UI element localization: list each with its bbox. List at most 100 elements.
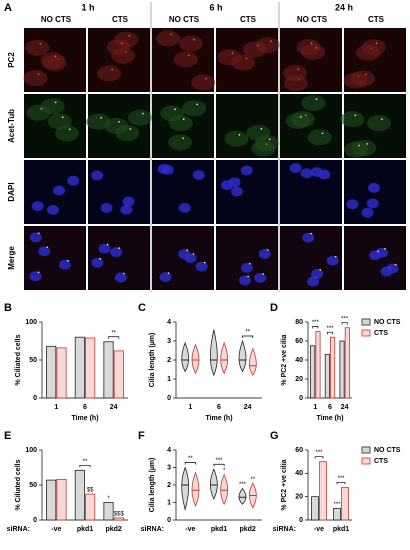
y-tick-label: 40: [295, 357, 303, 364]
cell-signal: [156, 30, 181, 47]
cilium-dot: [270, 40, 272, 42]
nucleus: [110, 247, 123, 258]
significance: ***: [312, 320, 320, 326]
cell-signal: [40, 98, 65, 115]
bracket: [242, 335, 254, 338]
nucleus: [239, 275, 252, 286]
bar: [85, 493, 96, 521]
cilium-dot: [128, 34, 131, 37]
legend-swatch: [361, 457, 371, 465]
cilium-dot: [354, 114, 357, 117]
legend-label: NO CTS: [374, 447, 401, 454]
significance: **: [111, 330, 116, 336]
stain-label: Merge: [7, 246, 16, 270]
bar: [74, 336, 85, 399]
x-prefix: siRNA:: [7, 526, 30, 533]
x-prefix: siRNA:: [141, 526, 164, 533]
bar: [113, 517, 124, 521]
bracket: [108, 336, 120, 339]
significance: ***: [315, 450, 323, 456]
nucleus: [300, 168, 313, 179]
legend-swatch: [361, 318, 371, 326]
y-axis-label: % Ciliated cells: [15, 459, 22, 510]
bar: [103, 502, 114, 521]
violin: [209, 468, 218, 500]
cell-signal: [283, 65, 308, 82]
legend-swatch: [361, 329, 371, 337]
violin: [238, 487, 247, 505]
cell-signal: [301, 43, 326, 60]
x-tick-label: 1: [54, 404, 58, 411]
y-tick-label: 0: [299, 517, 303, 524]
condition-header: CTS: [112, 15, 129, 24]
bracket: [213, 463, 225, 467]
cell-signal: [301, 95, 326, 112]
nucleus: [192, 169, 205, 180]
significance: $$$: [114, 511, 125, 517]
cilium-dot: [167, 272, 170, 274]
bar: [330, 336, 336, 399]
y-axis-label: Cilia length (µm): [149, 333, 156, 388]
violin: [220, 341, 229, 375]
x-tick-label: 6: [328, 404, 332, 411]
cilium-dot: [377, 250, 379, 253]
x-tick-label: pkd2: [239, 526, 255, 533]
panel-label: B: [4, 302, 12, 314]
significance: *: [107, 496, 110, 502]
nucleus: [91, 170, 104, 181]
bar: [46, 479, 57, 521]
cell-signal: [127, 109, 152, 126]
bar: [341, 486, 349, 521]
y-tick-label: 60: [295, 447, 303, 454]
nucleus: [366, 198, 379, 209]
bracket: [184, 462, 196, 465]
time-header: 6 h: [209, 2, 222, 12]
cilium-dot: [247, 275, 249, 278]
y-tick-label: 0: [33, 517, 37, 524]
x-prefix: siRNA:: [273, 526, 296, 533]
cilium-dot: [67, 259, 69, 262]
bar: [56, 347, 67, 399]
bracket: [314, 456, 324, 459]
cilium-dot: [192, 253, 195, 255]
nucleus: [346, 199, 359, 210]
x-tick-label: pkd1: [211, 526, 227, 533]
nucleus: [100, 202, 113, 213]
condition-header: NO CTS: [169, 15, 200, 24]
cilium-dot: [257, 44, 259, 47]
x-tick-label: -ve: [51, 526, 61, 533]
violin: [191, 343, 200, 375]
cilium-dot: [315, 47, 317, 49]
y-tick-label: 50: [29, 482, 37, 489]
cell-signal: [246, 124, 271, 141]
x-tick-label: -ve: [185, 526, 195, 533]
nucleus: [29, 271, 42, 282]
cilium-dot: [358, 144, 360, 147]
y-tick-label: 4: [167, 447, 171, 454]
cilium-dot: [61, 116, 64, 119]
x-tick-label: pkd2: [105, 526, 121, 533]
cilium-dot: [100, 116, 102, 119]
nucleus: [289, 163, 302, 174]
cilium-dot: [69, 128, 71, 131]
violin: [238, 339, 247, 373]
condition-header: NO CTS: [297, 15, 328, 24]
nucleus: [159, 272, 172, 283]
violin: [209, 329, 218, 377]
nucleus: [228, 177, 241, 188]
x-axis-label: Time (h): [205, 415, 232, 422]
stain-label: PC2: [7, 52, 16, 68]
cilium-dot: [193, 38, 195, 41]
cilium-dot: [365, 73, 367, 76]
cell-signal: [168, 134, 193, 151]
x-tick-label: pkd1: [333, 526, 349, 533]
nucleus: [258, 248, 271, 259]
cilium-dot: [394, 263, 397, 266]
cell-signal: [173, 51, 198, 68]
cilium-dot: [37, 271, 40, 274]
cilium-dot: [249, 262, 251, 265]
stain-label: Acet-Tub: [7, 109, 16, 143]
cell-signal: [25, 39, 50, 56]
nucleus: [254, 272, 267, 283]
